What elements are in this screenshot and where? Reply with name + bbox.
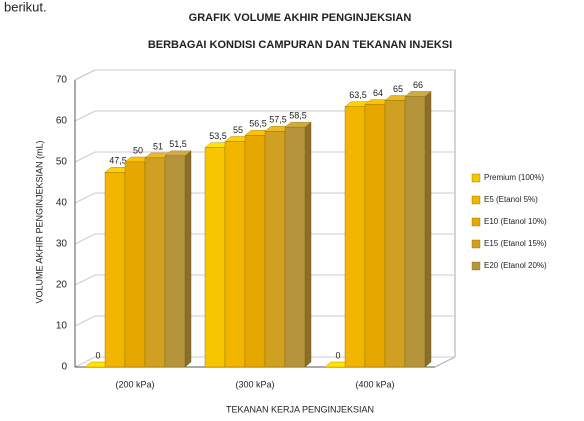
y-tick-label: 40 bbox=[56, 198, 68, 209]
bar bbox=[404, 96, 426, 368]
legend-swatch bbox=[471, 217, 481, 227]
chart-title: GRAFIK VOLUME AKHIR PENGINJEKSIAN bbox=[189, 12, 412, 24]
x-axis-label: TEKANAN KERJA PENGINJEKSIAN bbox=[226, 404, 374, 414]
value-label: 51 bbox=[153, 141, 163, 151]
bar bbox=[224, 141, 246, 368]
value-label: 57,5 bbox=[269, 115, 287, 125]
grid-line bbox=[74, 233, 455, 245]
x-tick-label: (200 kPa) bbox=[115, 379, 154, 389]
value-label: 51,5 bbox=[169, 139, 187, 149]
y-axis-label: VOLUME AKHIR PENGINJEKSIAN (mL) bbox=[34, 140, 44, 303]
bar bbox=[344, 106, 366, 368]
grid-line bbox=[74, 356, 455, 368]
grid-line bbox=[74, 69, 455, 81]
bar bbox=[124, 161, 146, 368]
bar-side bbox=[304, 121, 312, 368]
grid-line bbox=[74, 315, 455, 327]
value-label: 58,5 bbox=[289, 111, 307, 121]
y-tick-label: 20 bbox=[56, 280, 68, 291]
bar bbox=[104, 172, 126, 368]
bar-side bbox=[424, 90, 432, 368]
y-tick-label: 0 bbox=[61, 362, 67, 373]
value-label: 0 bbox=[95, 350, 100, 360]
grid-line bbox=[74, 110, 455, 122]
value-label: 65 bbox=[393, 84, 403, 94]
legend-swatch bbox=[471, 239, 481, 249]
y-tick-label: 30 bbox=[56, 239, 68, 250]
bar bbox=[164, 155, 186, 368]
bar bbox=[244, 135, 266, 368]
caption: berikut. bbox=[4, 0, 47, 14]
x-tick-label: (300 kPa) bbox=[235, 379, 274, 389]
value-label: 0 bbox=[335, 350, 340, 360]
value-label: 47,5 bbox=[109, 156, 127, 166]
legend-label: E20 (Etanol 20%) bbox=[484, 261, 547, 270]
value-label: 64 bbox=[373, 88, 383, 98]
y-tick-label: 10 bbox=[56, 321, 68, 332]
grid-line bbox=[74, 192, 455, 204]
chart-subtitle: BERBAGAI KONDISI CAMPURAN DAN TEKANAN IN… bbox=[148, 39, 452, 51]
grid-line bbox=[74, 274, 455, 286]
value-label: 50 bbox=[133, 145, 143, 155]
bar bbox=[264, 131, 286, 368]
value-label: 55 bbox=[233, 125, 243, 135]
bar-side bbox=[184, 150, 192, 368]
value-label: 56,5 bbox=[249, 119, 267, 129]
legend-swatch bbox=[471, 195, 481, 205]
legend-swatch bbox=[471, 261, 481, 271]
bar bbox=[284, 126, 306, 368]
value-label: 66 bbox=[413, 80, 423, 90]
value-label: 53,5 bbox=[209, 131, 227, 141]
legend-label: Premium (100%) bbox=[484, 173, 544, 182]
y-tick-label: 60 bbox=[56, 116, 68, 127]
value-label: 63,5 bbox=[349, 90, 367, 100]
bar bbox=[144, 157, 166, 368]
y-tick-label: 50 bbox=[56, 157, 68, 168]
y-tick-label: 70 bbox=[56, 75, 68, 86]
x-tick-label: (400 kPa) bbox=[355, 379, 394, 389]
legend-label: E15 (Etanol 15%) bbox=[484, 239, 547, 248]
legend-label: E5 (Etanol 5%) bbox=[484, 195, 538, 204]
bar bbox=[364, 104, 386, 368]
bar bbox=[384, 100, 406, 368]
bar bbox=[204, 147, 226, 368]
legend-swatch bbox=[471, 173, 481, 183]
legend-label: E10 (Etanol 10%) bbox=[484, 217, 547, 226]
grid-line bbox=[74, 151, 455, 163]
